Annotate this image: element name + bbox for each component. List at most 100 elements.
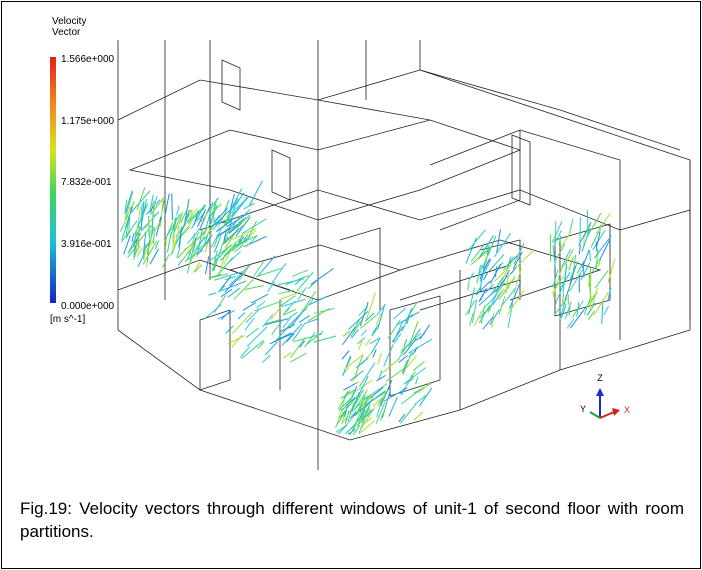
vector-arrow (216, 257, 232, 276)
vector-arrow (378, 353, 381, 365)
vector-arrow (608, 258, 615, 282)
vector-arrow (265, 342, 278, 355)
vector-arrow (343, 383, 356, 390)
vector-arrow (591, 296, 592, 307)
vector-arrow (289, 312, 297, 317)
vector-arrow (271, 263, 286, 284)
vector-arrow (132, 233, 134, 241)
vector-arrow (163, 254, 170, 268)
vector-arrow (384, 344, 393, 366)
vector-arrow (579, 245, 580, 255)
vector-arrow (596, 242, 597, 252)
vector-arrow (490, 309, 500, 325)
vector-arrow (281, 324, 295, 331)
vector-arrow (389, 397, 398, 417)
wireframe (118, 40, 690, 470)
vector-arrow (376, 375, 385, 381)
vector-arrow (257, 301, 265, 308)
vector-arrow (414, 412, 423, 420)
vector-arrow (594, 292, 609, 316)
legend-tick: 0.000e+000 (61, 301, 115, 312)
vector-arrow (243, 302, 256, 310)
vector-arrow (419, 382, 431, 393)
vector-arrow (468, 281, 470, 291)
vector-arrow (561, 232, 571, 248)
vector-arrow (311, 269, 334, 285)
vector-arrow (509, 282, 520, 309)
vector-arrow (488, 236, 496, 255)
vector-arrow (145, 214, 156, 229)
vector-arrow (393, 308, 406, 319)
vector-arrow (206, 202, 213, 228)
vector-arrow (339, 397, 353, 410)
vector-arrow (149, 216, 150, 238)
vector-arrow (580, 217, 581, 245)
vector-arrow (172, 194, 173, 221)
vector-arrow (587, 210, 588, 236)
vector-arrow (380, 407, 386, 420)
vector-arrow (245, 286, 263, 290)
vector-arrow (308, 308, 330, 321)
vector-arrow (416, 377, 418, 385)
vector-arrow (494, 233, 510, 257)
vector-arrow (278, 290, 294, 293)
vector-arrow (314, 336, 336, 342)
vector-arrow (500, 262, 511, 285)
legend-title: Velocity (52, 16, 86, 27)
vector-arrow (251, 294, 268, 303)
vector-arrow (263, 315, 273, 328)
vector-arrow (263, 355, 270, 362)
vector-arrow (148, 243, 149, 262)
figure: Velocity Vector 1.566e+000 1.175e+000 7.… (0, 0, 702, 490)
vector-arrow (214, 295, 225, 312)
caption: Fig.19: Velocity vectors through differe… (20, 497, 684, 543)
vector-arrow (283, 317, 291, 328)
axis-label: X (624, 405, 630, 415)
vector-arrow (469, 287, 475, 314)
vector-arrow (305, 332, 316, 347)
vector-arrow (420, 325, 430, 339)
legend-tick: 7.832e-001 (61, 177, 112, 188)
vector-arrow (349, 311, 368, 329)
legend-tick: 1.175e+000 (61, 116, 115, 127)
vector-arrow (246, 328, 258, 338)
legend-tick: 1.566e+000 (61, 54, 115, 65)
vector-arrow (567, 319, 574, 328)
vector-arrow (282, 324, 302, 346)
vector-arrow (244, 203, 255, 209)
vector-arrow (226, 326, 233, 333)
vector-arrow (242, 340, 264, 358)
vector-arrow (595, 271, 607, 288)
vector-arrow (596, 249, 598, 271)
legend-tick: 3.916e-001 (61, 239, 112, 250)
vector-arrow (468, 230, 486, 251)
vector-arrow (555, 221, 556, 247)
color-bar (50, 57, 56, 303)
legend-title: Vector (52, 27, 81, 38)
vector-arrow (299, 316, 309, 323)
vector-arrow (501, 288, 516, 307)
vector-arrow (366, 339, 371, 346)
axis-triad: Z Y X (580, 373, 630, 418)
vector-arrow (278, 279, 304, 285)
vector-arrow (205, 305, 221, 318)
vector-arrow (218, 310, 235, 319)
vector-arrow (356, 358, 368, 368)
vector-arrow (569, 256, 574, 270)
vector-arrow (596, 213, 610, 234)
legend-unit: [m s^-1] (50, 314, 85, 325)
vector-arrow (570, 219, 573, 233)
vector-arrow (513, 252, 522, 269)
vector-arrow (292, 270, 308, 276)
vector-arrow (342, 351, 349, 360)
vector-arrow (138, 257, 143, 267)
vector-arrow (254, 262, 264, 276)
vector-arrow (238, 312, 245, 319)
vector-arrow (466, 238, 476, 264)
vector-arrow (591, 231, 599, 247)
vector-arrow (414, 383, 431, 393)
vector-arrow (604, 306, 609, 315)
vector-arrow (297, 272, 313, 291)
vector-arrow (243, 210, 250, 217)
vector-arrow (296, 299, 313, 321)
